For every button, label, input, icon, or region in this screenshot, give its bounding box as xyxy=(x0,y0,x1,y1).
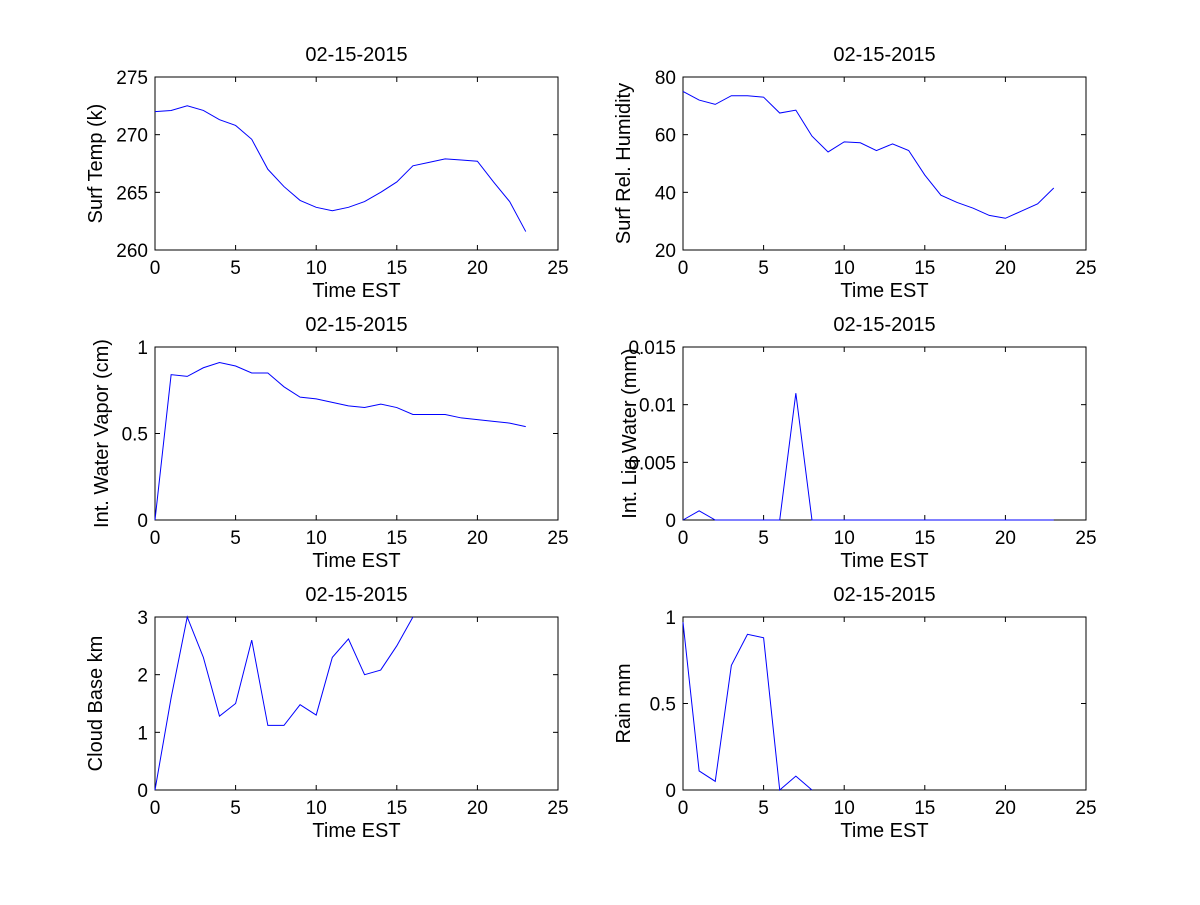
x-tick-label: 25 xyxy=(547,258,568,279)
x-tick-label: 10 xyxy=(834,258,855,279)
x-tick-label: 0 xyxy=(678,798,689,819)
x-tick-label: 20 xyxy=(467,798,488,819)
x-tick-label: 0 xyxy=(150,528,161,549)
y-tick-label: 0.5 xyxy=(650,695,676,716)
y-axis-label: Rain mm xyxy=(613,663,635,743)
y-tick-label: 3 xyxy=(137,608,148,629)
x-tick-label: 10 xyxy=(306,798,327,819)
axes-frame xyxy=(155,347,558,520)
x-axis-label: Time EST xyxy=(840,820,928,842)
x-tick-label: 20 xyxy=(995,258,1016,279)
x-tick-label: 15 xyxy=(386,528,407,549)
x-tick-label: 20 xyxy=(995,798,1016,819)
subplot-2: 0 5 10 15 20 25 20 40 60 80 02-15-2015 Time EST Surf… xyxy=(613,44,1097,302)
y-tick-label: 0 xyxy=(137,781,148,802)
y-axis-label: Int. Water Vapor (cm) xyxy=(91,339,113,528)
subplot-5: 0 5 10 15 20 25 0 1 2 3 02-15-2015 Time EST Cloud Ba… xyxy=(85,584,569,842)
x-axis-label: Time EST xyxy=(312,280,400,302)
axes-frame xyxy=(683,347,1086,520)
y-axis-label: Surf Rel. Humidity xyxy=(613,83,635,244)
x-tick-label: 15 xyxy=(914,258,935,279)
axes-frame xyxy=(155,617,558,790)
x-tick-label: 25 xyxy=(547,798,568,819)
x-tick-label: 15 xyxy=(386,798,407,819)
x-tick-label: 0 xyxy=(678,258,689,279)
y-tick-label: 2 xyxy=(137,666,148,687)
y-tick-label: 0.01 xyxy=(639,396,676,417)
y-tick-label: 1 xyxy=(665,608,676,629)
y-tick-label: 275 xyxy=(116,68,148,89)
x-tick-label: 5 xyxy=(230,798,241,819)
x-tick-label: 25 xyxy=(547,528,568,549)
x-axis-label: Time EST xyxy=(312,550,400,572)
y-tick-label: 40 xyxy=(655,183,676,204)
x-axis-label: Time EST xyxy=(840,550,928,572)
y-tick-label: 80 xyxy=(655,68,676,89)
x-tick-label: 15 xyxy=(386,258,407,279)
x-tick-label: 5 xyxy=(230,258,241,279)
x-tick-label: 10 xyxy=(306,258,327,279)
y-tick-label: 270 xyxy=(116,126,148,147)
x-tick-label: 5 xyxy=(230,528,241,549)
x-tick-label: 10 xyxy=(834,528,855,549)
chart-title: 02-15-2015 xyxy=(305,314,407,336)
x-tick-label: 0 xyxy=(678,528,689,549)
y-tick-label: 1 xyxy=(137,338,148,359)
x-tick-label: 0 xyxy=(150,258,161,279)
y-tick-label: 60 xyxy=(655,126,676,147)
y-tick-label: 0 xyxy=(665,511,676,532)
x-tick-label: 15 xyxy=(914,798,935,819)
x-tick-label: 10 xyxy=(306,528,327,549)
x-tick-label: 5 xyxy=(758,798,769,819)
y-tick-label: 0.5 xyxy=(122,425,148,446)
chart-title: 02-15-2015 xyxy=(305,584,407,606)
chart-title: 02-15-2015 xyxy=(833,584,935,606)
x-tick-label: 20 xyxy=(995,528,1016,549)
x-tick-label: 25 xyxy=(1075,798,1096,819)
y-tick-label: 0 xyxy=(137,511,148,532)
x-tick-label: 15 xyxy=(914,528,935,549)
x-tick-label: 0 xyxy=(150,798,161,819)
chart-title: 02-15-2015 xyxy=(305,44,407,66)
x-tick-label: 5 xyxy=(758,258,769,279)
subplot-6: 0 5 10 15 20 25 0 0.5 1 02-15-2015 Time EST Rain mm xyxy=(613,584,1097,842)
y-tick-label: 0 xyxy=(665,781,676,802)
y-axis-label: Surf Temp (k) xyxy=(85,104,107,224)
x-tick-label: 20 xyxy=(467,528,488,549)
x-tick-label: 5 xyxy=(758,528,769,549)
y-axis-label: Cloud Base km xyxy=(85,636,107,772)
x-axis-label: Time EST xyxy=(840,280,928,302)
chart-title: 02-15-2015 xyxy=(833,44,935,66)
x-tick-label: 20 xyxy=(467,258,488,279)
subplot-3: 0 5 10 15 20 25 0 0.5 1 02-15-2015 Time EST Int. Wa… xyxy=(91,314,569,572)
x-tick-label: 25 xyxy=(1075,528,1096,549)
y-axis-label: Int. Liq Water (mm) xyxy=(619,348,641,518)
chart-title: 02-15-2015 xyxy=(833,314,935,336)
x-axis-label: Time EST xyxy=(312,820,400,842)
y-tick-label: 1 xyxy=(137,723,148,744)
x-tick-label: 25 xyxy=(1075,258,1096,279)
axes-frame xyxy=(155,77,558,250)
y-tick-label: 20 xyxy=(655,241,676,262)
y-tick-label: 260 xyxy=(116,241,148,262)
subplot-1: 0 5 10 15 20 25 260 265 270 275 02-15-2015 Time EST… xyxy=(85,44,569,302)
y-tick-label: 265 xyxy=(116,183,148,204)
x-tick-label: 10 xyxy=(834,798,855,819)
axes-frame xyxy=(683,77,1086,250)
